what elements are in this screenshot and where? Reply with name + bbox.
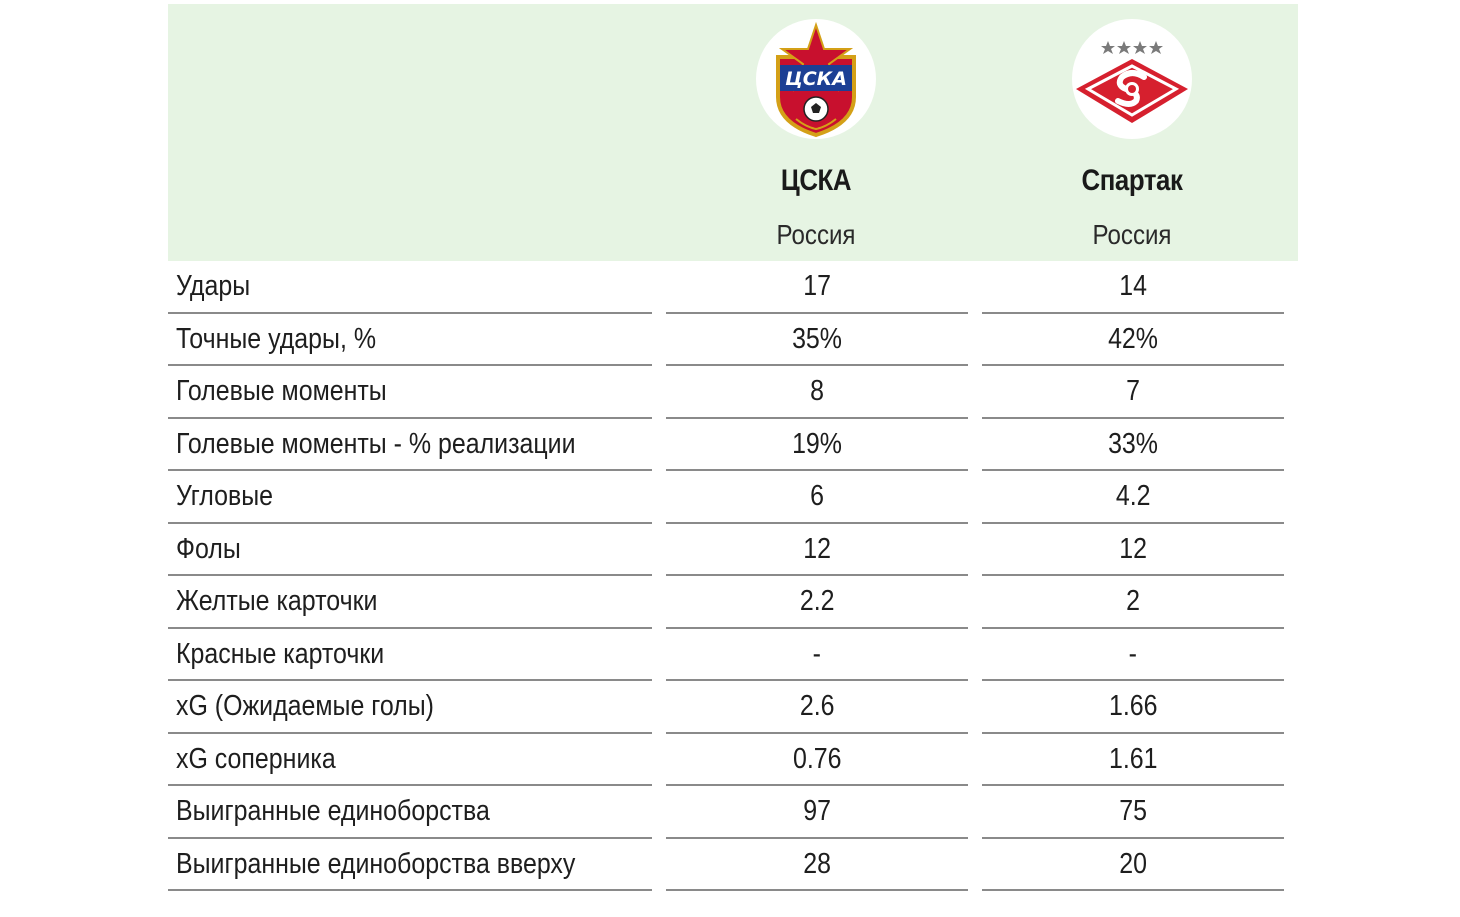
- stat-label: xG (Ожидаемые голы): [176, 690, 434, 722]
- spartak-crest-icon: [1076, 41, 1188, 123]
- spartak-logo: [1072, 19, 1192, 139]
- stat-value-away: 14: [1119, 270, 1147, 302]
- stat-value-home: -: [812, 637, 822, 670]
- stat-value-home: 2.2: [799, 585, 835, 617]
- stat-label: Красные карточки: [176, 637, 385, 670]
- stat-label: Выигранные единоборства вверху: [176, 847, 576, 880]
- stat-row-duels-won: Выигранные единоборства 97 75: [168, 786, 1298, 839]
- stat-row-xg: xG (Ожидаемые голы) 2.6 1.66: [168, 681, 1298, 734]
- stat-value-home: 17: [803, 270, 831, 302]
- stat-value-away: 42%: [1108, 322, 1158, 355]
- stat-value-away: 2: [1126, 585, 1140, 617]
- stat-value-home: 97: [803, 795, 831, 827]
- team-country-away: Россия: [1092, 219, 1172, 250]
- stat-value-away: 4.2: [1115, 480, 1151, 512]
- stat-value-away: 1.61: [1108, 742, 1158, 775]
- team-country-home: Россия: [776, 219, 856, 250]
- match-stats-table: ЦСКА ЦСКА Россия: [168, 4, 1298, 891]
- stat-row-yellow-cards: Желтые карточки 2.2 2: [168, 576, 1298, 629]
- stat-value-away: 20: [1119, 847, 1147, 880]
- stat-label: Выигранные единоборства: [176, 795, 490, 827]
- team-name-home: ЦСКА: [780, 164, 852, 197]
- stat-value-home: 0.76: [792, 742, 842, 775]
- stat-value-away: 12: [1119, 532, 1147, 565]
- stat-label: Желтые карточки: [176, 585, 378, 617]
- stat-label: Голевые моменты: [176, 375, 387, 407]
- team-column-away: Спартак Россия: [982, 4, 1282, 261]
- stat-value-home: 6: [810, 480, 824, 512]
- stat-value-away: 7: [1126, 375, 1140, 407]
- team-column-home: ЦСКА ЦСКА Россия: [666, 4, 966, 261]
- stats-rows: Удары 17 14 Точные удары, % 35% 42% Голе…: [168, 261, 1298, 891]
- stat-value-away: 33%: [1108, 427, 1158, 460]
- stat-row-chances: Голевые моменты 8 7: [168, 366, 1298, 419]
- svg-text:ЦСКА: ЦСКА: [785, 68, 847, 90]
- stat-value-home: 28: [803, 847, 831, 880]
- cska-crest-icon: ЦСКА: [776, 21, 856, 138]
- stat-label: Удары: [176, 270, 251, 302]
- stat-row-shots-on-target: Точные удары, % 35% 42%: [168, 314, 1298, 367]
- cska-logo: ЦСКА: [756, 19, 876, 139]
- stat-row-aerial-duels-won: Выигранные единоборства вверху 28 20: [168, 839, 1298, 892]
- stat-label: Точные удары, %: [176, 322, 377, 355]
- stat-value-away: 1.66: [1108, 690, 1158, 722]
- team-name-away: Спартак: [1081, 164, 1183, 197]
- stat-value-home: 12: [803, 532, 831, 565]
- stat-value-away: -: [1128, 637, 1138, 670]
- stat-row-red-cards: Красные карточки - -: [168, 629, 1298, 682]
- stat-value-home: 35%: [792, 322, 842, 355]
- stat-row-fouls: Фолы 12 12: [168, 524, 1298, 577]
- stat-row-corners: Угловые 6 4.2: [168, 471, 1298, 524]
- stat-label: Голевые моменты - % реализации: [176, 427, 576, 460]
- stat-value-home: 2.6: [799, 690, 835, 722]
- stat-value-home: 19%: [792, 427, 842, 460]
- stat-label: Угловые: [176, 480, 274, 512]
- stat-row-xg-against: xG соперника 0.76 1.61: [168, 734, 1298, 787]
- stat-label: xG соперника: [176, 742, 336, 775]
- stat-row-shots: Удары 17 14: [168, 261, 1298, 314]
- stat-value-away: 75: [1119, 795, 1147, 827]
- stat-value-home: 8: [810, 375, 824, 407]
- teams-header: ЦСКА ЦСКА Россия: [168, 4, 1298, 261]
- stat-label: Фолы: [176, 532, 241, 565]
- stat-row-chance-conversion: Голевые моменты - % реализации 19% 33%: [168, 419, 1298, 472]
